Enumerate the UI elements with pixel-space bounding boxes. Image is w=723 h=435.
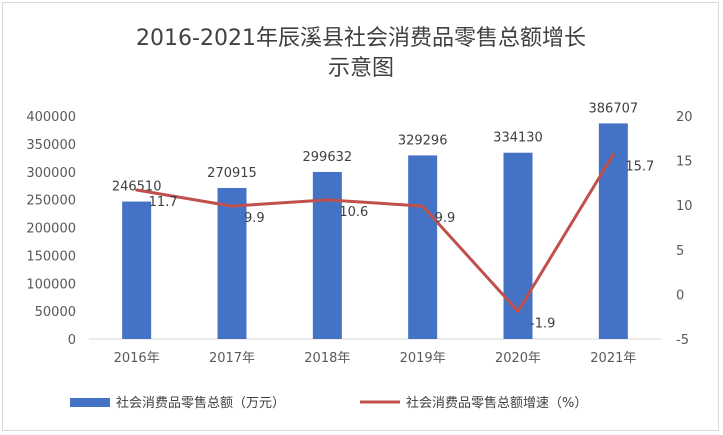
bar-data-label: 299632 [303, 150, 353, 165]
bar-data-label: 386707 [589, 101, 639, 116]
line-data-label: 9.9 [435, 211, 456, 226]
legend-bar-label: 社会消费品零售总额（万元） [116, 395, 285, 411]
right-axis-tick-label: 15 [676, 155, 693, 170]
bar [217, 187, 247, 339]
chart-svg: 2016-2021年辰溪县社会消费品零售总额增长 示意图 0 50000 10000… [26, 26, 693, 411]
bar [503, 152, 533, 339]
x-axis-tick-label: 2019年 [400, 351, 446, 366]
bar [408, 155, 438, 339]
line-data-label: 15.7 [625, 159, 654, 174]
right-axis-tick-label: 10 [676, 199, 693, 214]
bar-data-label: 334130 [493, 131, 543, 146]
line-data-label: 10.6 [339, 205, 368, 220]
legend-line-label: 社会消费品零售总额增速（%） [406, 395, 587, 411]
right-axis-tick-label: 0 [676, 288, 684, 303]
right-axis-tick-label: 20 [676, 110, 693, 125]
left-axis-tick-label: 400000 [26, 110, 76, 125]
left-axis-tick-label: 350000 [26, 138, 76, 153]
line-series [135, 152, 615, 313]
bar [312, 171, 342, 339]
chart-title-line-2: 示意图 [328, 56, 394, 81]
left-axis-tick-label: 50000 [35, 305, 76, 320]
left-axis-tick-label: 300000 [26, 166, 76, 181]
line-data-label: -1.9 [530, 316, 555, 331]
left-axis-tick-label: 150000 [26, 249, 76, 264]
left-axis-ticks: 0 50000 100000 150000 200000 250000 300000 3500… [26, 110, 76, 348]
left-axis-tick-label: 0 [68, 333, 76, 348]
left-axis-tick-label: 100000 [26, 277, 76, 292]
x-axis-tick-label: 2020年 [495, 351, 541, 366]
line-data-labels: 11.7 9.9 10.6 9.9 -1.9 15.7 [149, 159, 655, 331]
bar [598, 123, 628, 339]
bar-data-label: 329296 [398, 133, 448, 148]
legend-bar-swatch [70, 398, 110, 407]
x-axis-tick-label: 2017年 [209, 351, 255, 366]
right-axis-tick-label: -5 [676, 333, 689, 348]
bar [122, 201, 152, 339]
growth-line [135, 152, 615, 313]
legend: 社会消费品零售总额（万元） 社会消费品零售总额增速（%） [70, 395, 587, 411]
chart-title-line-1: 2016-2021年辰溪县社会消费品零售总额增长 [136, 26, 586, 51]
x-axis-tick-label: 2016年 [114, 351, 160, 366]
x-axis-ticks: 2016年 2017年 2018年 2019年 2020年 2021年 [114, 351, 637, 366]
x-axis-tick-label: 2018年 [304, 351, 350, 366]
chart-frame: 2016-2021年辰溪县社会消费品零售总额增长 示意图 0 50000 10000… [2, 2, 719, 431]
left-axis-tick-label: 250000 [26, 194, 76, 209]
left-axis-tick-label: 200000 [26, 222, 76, 237]
line-data-label: 9.9 [244, 211, 265, 226]
right-axis-ticks: -5 0 5 10 15 20 [676, 110, 693, 348]
right-axis-tick-label: 5 [676, 244, 684, 259]
x-axis-tick-label: 2021年 [590, 351, 636, 366]
line-data-label: 11.7 [149, 195, 178, 210]
bar-data-label: 270915 [207, 166, 257, 181]
bar-series [122, 123, 628, 339]
